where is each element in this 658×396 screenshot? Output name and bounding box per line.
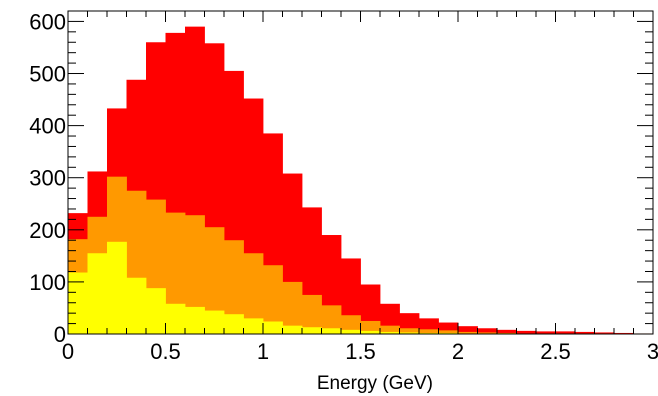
histogram-bar (87, 253, 108, 334)
histogram-bar (419, 329, 439, 334)
histogram-bar (146, 288, 166, 334)
axis-ticks (67, 10, 654, 335)
histogram-bar (536, 331, 556, 334)
histogram-bar (243, 318, 264, 334)
histogram-bar (341, 258, 361, 334)
histogram-bar (321, 328, 342, 334)
x-tick-label: 1.5 (345, 339, 376, 364)
y-tick-label: 200 (29, 218, 66, 243)
y-tick-label: 400 (29, 114, 66, 139)
x-tick-label: 3 (647, 339, 658, 364)
histogram-bar (516, 330, 537, 334)
plot-frame (67, 10, 654, 335)
y-tick-label: 100 (29, 270, 66, 295)
histogram-bar (438, 332, 459, 334)
histogram-bars (68, 26, 654, 335)
histogram-bar (458, 331, 478, 334)
x-tick-label: 2 (452, 339, 464, 364)
histogram-bar (126, 277, 147, 334)
histogram-bar (458, 326, 478, 334)
histogram-bar (477, 332, 498, 334)
histogram-bar (302, 327, 322, 334)
histogram-bar (282, 281, 303, 334)
x-tick-label: 0.5 (150, 339, 181, 364)
histogram-bar (165, 303, 186, 334)
histogram-bar (438, 322, 459, 334)
histogram-bar (380, 325, 400, 334)
tick-labels: 0 0.5 1 1.5 2 2.5 3 0 100 200 300 400 500 600 (29, 9, 658, 364)
histogram-bar (68, 272, 88, 334)
x-tick-label: 1 (257, 339, 269, 364)
histogram-bar (302, 294, 322, 334)
histogram-bar (204, 227, 225, 334)
histogram-bar (341, 329, 361, 334)
histogram-bar (263, 265, 283, 334)
histogram-bar (380, 331, 400, 334)
histogram-bar (419, 332, 439, 334)
histogram-bar (224, 240, 244, 334)
y-tick-label: 0 (54, 322, 66, 347)
histogram-bar (497, 329, 517, 334)
x-tick-label: 0 (62, 339, 74, 364)
histogram-bar (321, 305, 342, 334)
histogram-bar (263, 321, 283, 334)
histogram-bar (341, 315, 361, 334)
histogram-bar (594, 332, 615, 334)
histogram-bar (399, 332, 420, 334)
histogram-bar (165, 212, 186, 334)
x-axis-title: Energy (GeV) (317, 373, 433, 394)
histogram-bar (477, 328, 498, 334)
histogram-bar (360, 330, 381, 334)
y-tick-label: 600 (29, 9, 66, 34)
histogram-bar (107, 241, 127, 334)
histogram-bar (555, 331, 576, 334)
histogram-bar (438, 330, 459, 334)
histogram-bar (243, 253, 264, 334)
histogram-bar (224, 314, 244, 334)
x-tick-label: 2.5 (540, 339, 571, 364)
histogram-bar (185, 306, 205, 334)
histogram-bar (360, 320, 381, 334)
y-tick-label: 300 (29, 166, 66, 191)
histogram-bar (282, 325, 303, 334)
histogram-bar (399, 328, 420, 334)
histogram-bar (575, 331, 595, 334)
histogram-bar (185, 215, 205, 334)
histogram-bar (204, 310, 225, 334)
y-tick-label: 500 (29, 62, 66, 87)
